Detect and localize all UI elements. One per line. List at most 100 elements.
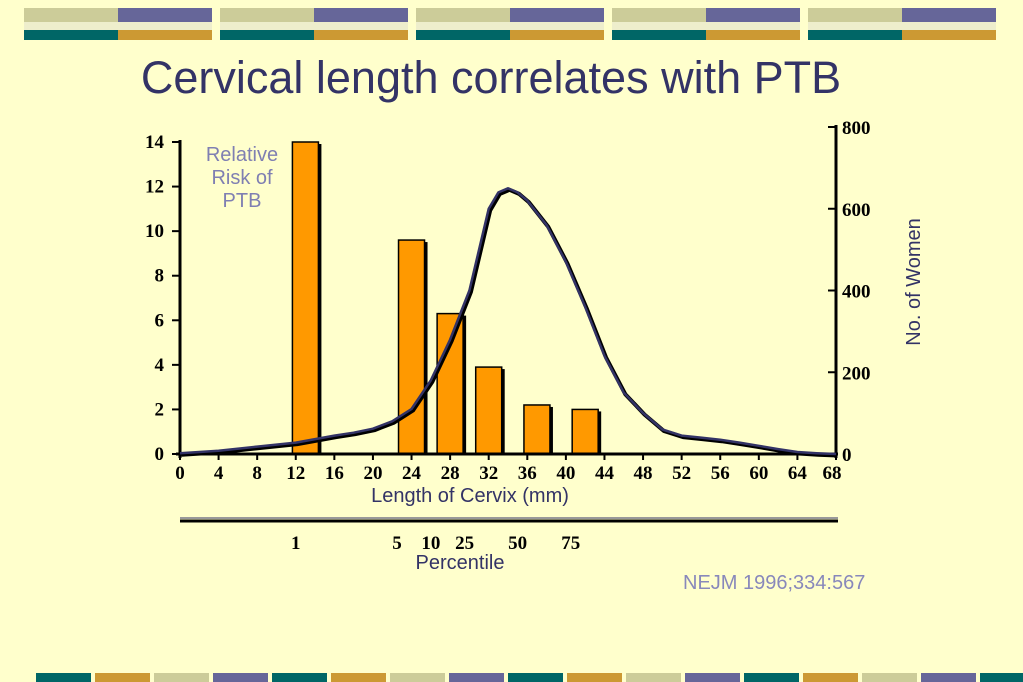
top-band-tile	[220, 30, 314, 40]
left-axis-label-line: PTB	[223, 190, 262, 212]
left-tick-label: 0	[155, 444, 165, 465]
top-band-tile	[706, 22, 800, 30]
top-band-tile	[706, 30, 800, 40]
bottom-band-tile	[980, 673, 1023, 682]
right-tick-label: 800	[842, 118, 871, 139]
left-tick-label: 12	[145, 177, 164, 198]
bottom-band-tile	[921, 673, 976, 682]
left-tick-label: 8	[155, 266, 165, 287]
bottom-band-tile	[567, 673, 622, 682]
bar	[436, 312, 464, 455]
bar	[291, 141, 320, 455]
percentile-tick-label: 1	[291, 533, 301, 554]
bar	[474, 366, 503, 455]
top-band-tile	[612, 22, 706, 30]
bottom-band-tile	[36, 673, 91, 682]
x-axis-label: Length of Cervix (mm)	[371, 485, 569, 507]
top-band-tile	[706, 8, 800, 22]
percentile-tick-label: 50	[508, 533, 527, 554]
top-band-tile	[808, 8, 902, 22]
top-band-tile	[118, 30, 212, 40]
x-tick-label: 44	[595, 463, 615, 484]
top-band-tile	[902, 22, 996, 30]
right-tick-label: 600	[842, 200, 871, 221]
top-band-tile	[118, 8, 212, 22]
top-band-tile	[314, 8, 408, 22]
bottom-band-tile	[449, 673, 504, 682]
x-tick-label: 8	[252, 463, 262, 484]
x-tick-label: 56	[711, 463, 730, 484]
right-tick-label: 200	[842, 363, 871, 384]
bottom-band-tile	[331, 673, 386, 682]
bottom-band-tile	[803, 673, 858, 682]
left-tick-label: 6	[155, 310, 165, 331]
left-tick-label: 10	[145, 221, 164, 242]
top-band-tile	[24, 22, 118, 30]
x-tick-label: 64	[788, 463, 808, 484]
left-tick-label: 2	[155, 399, 165, 420]
right-tick-label: 400	[842, 282, 871, 303]
percentile-tick-label: 5	[392, 533, 402, 554]
top-band-tile	[808, 22, 902, 30]
bar	[571, 408, 599, 455]
bottom-band-tile	[154, 673, 209, 682]
top-band-tile	[510, 8, 604, 22]
percentile-tick-label: 25	[455, 533, 474, 554]
left-axis-label-line: Risk of	[211, 167, 273, 189]
x-tick-label: 52	[672, 463, 691, 484]
x-tick-label: 16	[325, 463, 344, 484]
x-tick-label: 40	[556, 463, 575, 484]
bottom-band-tile	[272, 673, 327, 682]
x-tick-label: 48	[634, 463, 653, 484]
top-band-tile	[416, 30, 510, 40]
top-band-tile	[314, 30, 408, 40]
left-tick-label: 4	[155, 355, 165, 376]
slide-title: Cervical length correlates with PTB	[140, 52, 842, 103]
right-tick-label: 0	[842, 445, 852, 466]
x-tick-label: 36	[518, 463, 537, 484]
x-tick-label: 32	[479, 463, 498, 484]
top-band-tile	[416, 22, 510, 30]
top-band-tile	[24, 30, 118, 40]
top-band-tile	[416, 8, 510, 22]
x-tick-label: 12	[286, 463, 305, 484]
top-band-tile	[902, 30, 996, 40]
top-band-tile	[902, 8, 996, 22]
bottom-band-tile	[626, 673, 681, 682]
top-band-tile	[220, 8, 314, 22]
top-band-tile	[612, 8, 706, 22]
bar	[523, 404, 551, 455]
no-of-women-curve	[179, 187, 837, 456]
percentile-tick-label: 10	[421, 533, 440, 554]
x-tick-label: 20	[363, 463, 382, 484]
bottom-band-tile	[508, 673, 563, 682]
x-tick-label: 4	[214, 463, 224, 484]
bottom-band-tile	[390, 673, 445, 682]
percentile-label: Percentile	[416, 552, 505, 574]
right-axis-label: No. of Women	[903, 218, 925, 345]
x-tick-label: 0	[175, 463, 185, 484]
top-band-tile	[24, 8, 118, 22]
top-band-tile	[314, 22, 408, 30]
bottom-band-tile	[95, 673, 150, 682]
left-axis-label-line: Relative	[206, 144, 278, 166]
bottom-band-tile	[213, 673, 268, 682]
x-tick-label: 24	[402, 463, 422, 484]
bottom-band-tile	[862, 673, 917, 682]
bottom-band-tile	[744, 673, 799, 682]
top-band-tile	[118, 22, 212, 30]
top-band-tile	[510, 30, 604, 40]
x-tick-label: 68	[823, 463, 842, 484]
curve-shadow	[181, 187, 838, 458]
bar	[397, 239, 426, 455]
left-tick-label: 14	[145, 132, 165, 153]
top-band-tile	[220, 22, 314, 30]
top-band-tile	[612, 30, 706, 40]
percentile-tick-label: 75	[561, 533, 580, 554]
x-tick-label: 28	[441, 463, 460, 484]
source-citation: NEJM 1996;334:567	[683, 572, 866, 594]
top-band-tile	[808, 30, 902, 40]
top-band-tile	[510, 22, 604, 30]
left-axis-label: Relative Risk of PTB	[206, 144, 278, 212]
